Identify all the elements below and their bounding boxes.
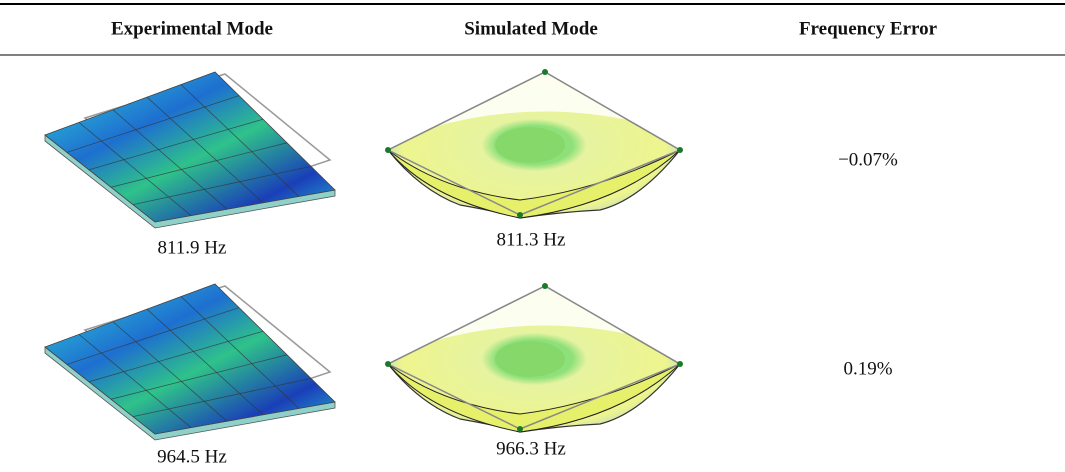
experimental-mode-image — [45, 284, 335, 440]
corner-bolt — [542, 283, 548, 289]
header-cell: Experimental Mode — [111, 18, 273, 39]
cell: −0.07% — [838, 149, 898, 170]
table-figure: Experimental Mode Simulated Mode Frequen… — [0, 0, 1065, 472]
header-cell: Simulated Mode — [464, 18, 598, 39]
corner-bolt — [385, 361, 391, 367]
corner-bolt — [517, 212, 523, 218]
corner-bolt — [677, 147, 683, 153]
cell: 811.3 Hz — [497, 229, 566, 250]
cell: 966.3 Hz — [496, 438, 566, 459]
corner-bolt — [542, 69, 548, 75]
corner-bolt — [677, 361, 683, 367]
header-cell: Frequency Error — [799, 18, 938, 39]
corner-bolt — [517, 426, 523, 432]
cell: 811.9 Hz — [158, 237, 227, 258]
center-spot — [495, 127, 565, 163]
simulated-mode-image — [385, 69, 683, 218]
simulated-mode-image — [385, 283, 683, 432]
cell: 0.19% — [843, 358, 892, 379]
experimental-mode-image — [45, 72, 335, 228]
corner-bolt — [385, 147, 391, 153]
center-spot — [495, 341, 565, 377]
cell: 964.5 Hz — [157, 446, 227, 467]
